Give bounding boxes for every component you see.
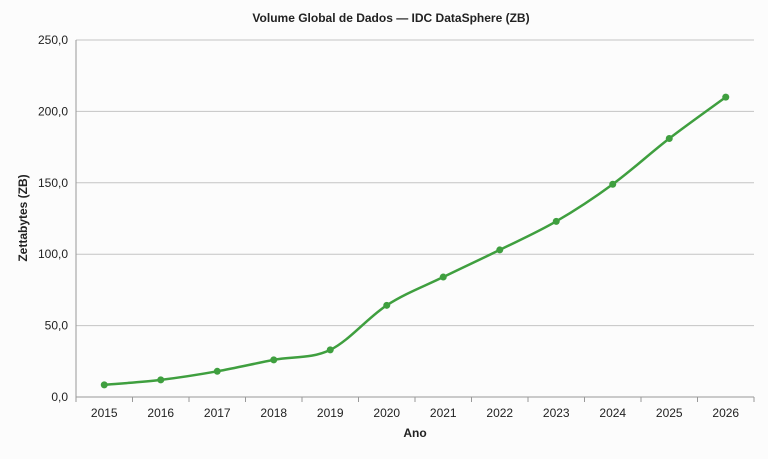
data-point <box>383 301 391 309</box>
x-tick-label: 2024 <box>599 406 626 420</box>
data-point <box>722 93 730 101</box>
data-point <box>665 135 673 143</box>
x-tick-label: 2026 <box>712 406 739 420</box>
x-tick-label: 2016 <box>147 406 174 420</box>
x-tick-label: 2017 <box>204 406 231 420</box>
y-tick-label: 150,0 <box>38 176 68 190</box>
chart-title: Volume Global de Dados — IDC DataSphere … <box>252 11 529 25</box>
x-tick-label: 2022 <box>486 406 513 420</box>
x-tick-label: 2015 <box>91 406 118 420</box>
y-tick-label: 200,0 <box>38 104 68 118</box>
data-point <box>157 376 165 384</box>
data-point <box>552 217 560 225</box>
y-tick-label: 0,0 <box>51 390 68 404</box>
data-point <box>100 381 108 389</box>
y-axis-label: Zettabytes (ZB) <box>16 174 30 261</box>
x-axis-label: Ano <box>403 426 426 440</box>
x-tick-label: 2018 <box>260 406 287 420</box>
data-point <box>326 346 334 354</box>
x-tick-label: 2020 <box>373 406 400 420</box>
y-tick-label: 250,0 <box>38 33 68 47</box>
x-tick-label: 2021 <box>430 406 457 420</box>
x-tick-label: 2025 <box>656 406 683 420</box>
series-line <box>104 96 727 387</box>
data-point <box>439 273 447 281</box>
data-point <box>609 180 617 188</box>
data-point <box>213 367 221 375</box>
y-tick-label: 100,0 <box>38 247 68 261</box>
data-point <box>270 356 278 364</box>
data-point <box>496 246 504 254</box>
x-tick-label: 2019 <box>317 406 344 420</box>
x-tick-label: 2023 <box>543 406 570 420</box>
y-tick-label: 50,0 <box>45 319 69 333</box>
